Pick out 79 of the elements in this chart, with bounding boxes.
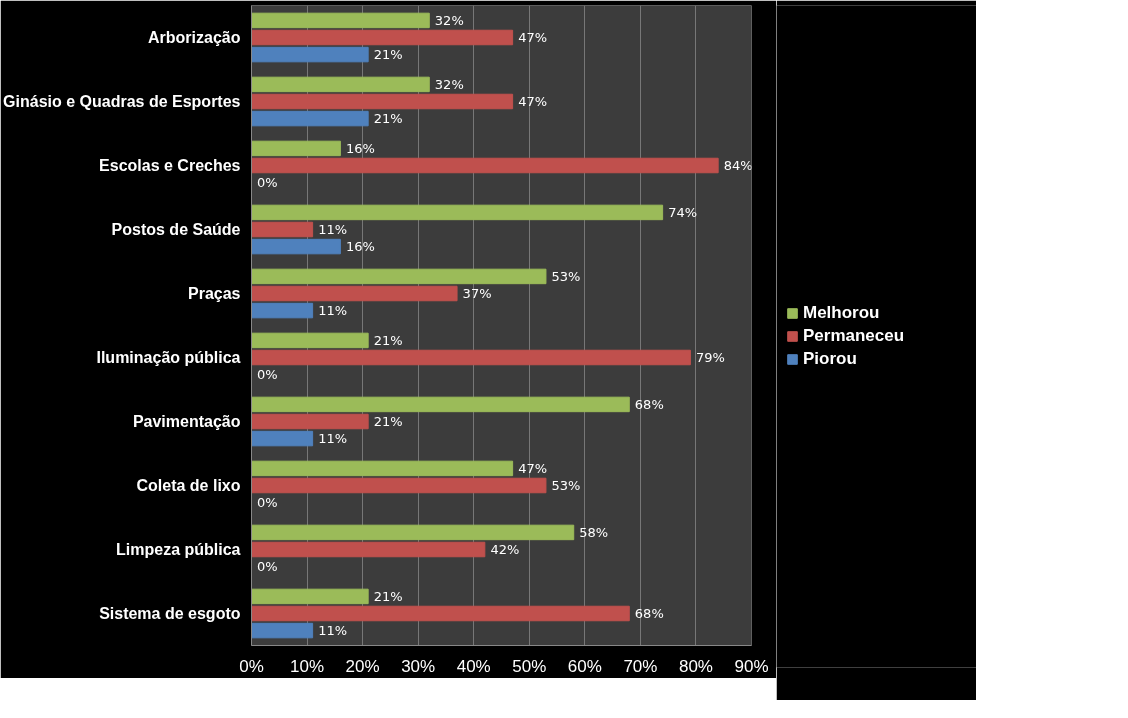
data-label: 21%	[373, 332, 403, 348]
x-tick-label: 50%	[512, 656, 547, 676]
bar	[251, 413, 369, 430]
bar	[251, 349, 691, 366]
x-tick-label: 80%	[678, 656, 713, 676]
bar	[251, 76, 430, 93]
data-label: 47%	[518, 30, 548, 45]
x-tick-label: 0%	[239, 656, 264, 676]
y-tick-label: Coleta de lixo	[136, 477, 241, 494]
bar	[251, 93, 514, 110]
x-tick-label: 70%	[623, 656, 658, 676]
bar	[251, 140, 341, 157]
bar	[251, 29, 514, 46]
data-label: 53%	[551, 478, 581, 493]
legend-label: Permaneceu	[803, 326, 905, 346]
data-label: 21%	[373, 47, 403, 63]
legend-label: Melhorou	[803, 303, 880, 323]
bar	[251, 477, 547, 494]
bar	[251, 110, 369, 127]
bar	[251, 12, 430, 29]
data-label: 0%	[257, 559, 278, 575]
data-label: 58%	[579, 524, 609, 540]
x-tick-label: 90%	[734, 656, 769, 676]
y-tick-label: Postos de Saúde	[111, 221, 241, 238]
data-label: 32%	[434, 12, 464, 28]
bar	[251, 285, 458, 302]
data-label: 21%	[373, 414, 403, 429]
data-label: 16%	[345, 239, 375, 255]
data-label: 84%	[723, 158, 753, 173]
data-label: 68%	[634, 606, 664, 621]
x-tick-label: 60%	[567, 656, 602, 676]
x-tick-label: 20%	[345, 656, 380, 676]
y-tick-label: Arborização	[148, 29, 241, 46]
bar	[251, 622, 314, 639]
x-tick-label: 30%	[401, 656, 436, 676]
data-label: 47%	[518, 460, 548, 476]
legend-label: Piorou	[803, 349, 857, 369]
x-tick-label: 10%	[290, 656, 325, 676]
y-tick-label: Sistema de esgoto	[99, 605, 241, 622]
bar	[251, 221, 314, 238]
data-label: 74%	[668, 204, 698, 220]
bar	[251, 605, 630, 622]
data-label: 53%	[551, 268, 581, 284]
data-label: 21%	[373, 111, 403, 127]
data-label: 68%	[634, 396, 664, 412]
bar	[251, 460, 514, 477]
data-label: 11%	[318, 623, 348, 639]
y-tick-label: Ginásio e Quadras de Esportes	[3, 93, 241, 110]
bar	[251, 204, 664, 221]
data-label: 37%	[462, 286, 492, 301]
x-tick-label: 40%	[456, 656, 491, 676]
data-label: 16%	[345, 140, 375, 156]
data-label: 0%	[257, 175, 278, 191]
bar	[251, 541, 486, 558]
y-tick-label: Pavimentação	[132, 413, 241, 430]
bar	[251, 396, 630, 413]
bar	[251, 46, 369, 63]
data-label: 0%	[257, 367, 278, 383]
bar	[251, 332, 369, 349]
bar	[251, 588, 369, 605]
data-label: 11%	[318, 303, 348, 319]
data-label: 11%	[318, 222, 348, 237]
data-label: 21%	[373, 588, 403, 604]
bar	[251, 302, 314, 319]
data-label: 47%	[518, 94, 548, 109]
y-tick-label: Limpeza pública	[116, 541, 241, 558]
data-label: 11%	[318, 431, 348, 447]
y-tick-label: Praças	[188, 285, 241, 302]
bar	[251, 430, 314, 447]
y-tick-label: Iluminação pública	[96, 349, 241, 366]
data-label: 0%	[257, 495, 278, 511]
data-label: 79%	[695, 350, 725, 365]
bar	[251, 157, 719, 174]
bar	[251, 268, 547, 285]
bar	[251, 524, 575, 541]
y-tick-label: Escolas e Creches	[99, 157, 241, 174]
data-label: 42%	[490, 542, 520, 557]
data-label: 32%	[434, 76, 464, 92]
bar	[251, 238, 341, 255]
